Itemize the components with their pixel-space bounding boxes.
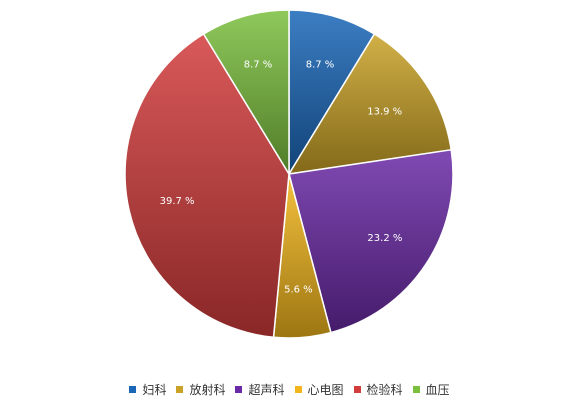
pie-slice-5	[124, 32, 290, 339]
pie-slices	[124, 9, 454, 339]
slice-value-label: 8.7 %	[244, 60, 273, 71]
slice-value-label: 13.9 %	[367, 107, 402, 118]
legend-swatch	[129, 385, 137, 393]
slice-value-label: 8.7 %	[306, 60, 335, 71]
legend-label: 血压	[425, 382, 450, 397]
chart-legend: 妇科 放射科 超声科 心电图 检验科 血压	[0, 380, 579, 398]
legend-label: 超声科	[248, 382, 285, 397]
legend-item: 妇科	[129, 381, 166, 398]
legend-item: 心电图	[294, 381, 344, 398]
legend-swatch	[412, 385, 420, 393]
legend-label: 心电图	[307, 382, 344, 397]
legend-swatch	[294, 385, 302, 393]
legend-item: 放射科	[176, 381, 225, 398]
slice-value-label: 39.7 %	[160, 196, 195, 207]
pie-slice-labels: 8.7 % 13.9 % 23.2 % 5.6 % 39.7 % 8.7 %	[160, 60, 403, 296]
legend-swatch	[176, 385, 184, 393]
legend-swatch	[235, 385, 243, 393]
legend-label: 放射科	[189, 382, 226, 397]
slice-value-label: 23.2 %	[367, 233, 402, 244]
pie-slice-3	[288, 148, 454, 334]
legend-swatch	[353, 385, 361, 393]
pie-slice-6	[202, 9, 290, 177]
legend-label: 检验科	[366, 382, 403, 397]
legend-item: 血压	[412, 381, 450, 398]
pie-slice-2	[287, 32, 453, 175]
legend-item: 超声科	[235, 381, 285, 398]
legend-item: 检验科	[353, 381, 403, 398]
pie-slice-1	[288, 9, 376, 177]
slice-value-label: 5.6 %	[284, 284, 313, 295]
legend-label: 妇科	[142, 382, 167, 397]
